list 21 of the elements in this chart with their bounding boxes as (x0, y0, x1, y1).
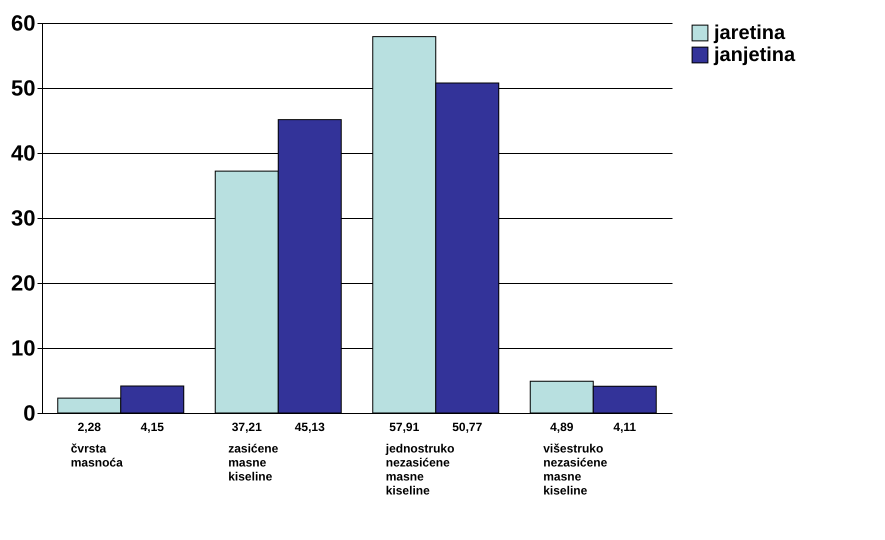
x-tick-label: višestruko nezasićene masne kiseline (543, 442, 608, 498)
y-tick-label: 40 (11, 140, 36, 166)
x-tick-label: čvrsta masnoća (70, 442, 124, 470)
y-tick-label: 10 (11, 336, 36, 360)
legend-label: janjetina (713, 44, 796, 66)
data-label: 4,15 (140, 420, 164, 434)
legend-label: jaretina (713, 22, 786, 44)
x-tick-label: zasićene masne kiseline (228, 442, 279, 484)
data-label: 37,21 (232, 420, 262, 434)
y-tick-label: 60 (11, 10, 36, 36)
data-label: 45,13 (294, 420, 326, 434)
data-label: 57,91 (389, 420, 420, 434)
y-tick-label: 30 (11, 206, 36, 230)
data-label: 2,28 (78, 420, 102, 434)
data-label: 4,89 (550, 420, 574, 434)
data-label: 4,11 (613, 420, 636, 434)
y-tick-label: 0 (23, 400, 36, 426)
x-tick-label: jednostruko nezasićene masne kiseline (384, 442, 454, 498)
y-tick-label: 50 (11, 76, 36, 100)
data-label: 50,77 (452, 420, 483, 434)
y-tick-label: 20 (11, 270, 36, 296)
